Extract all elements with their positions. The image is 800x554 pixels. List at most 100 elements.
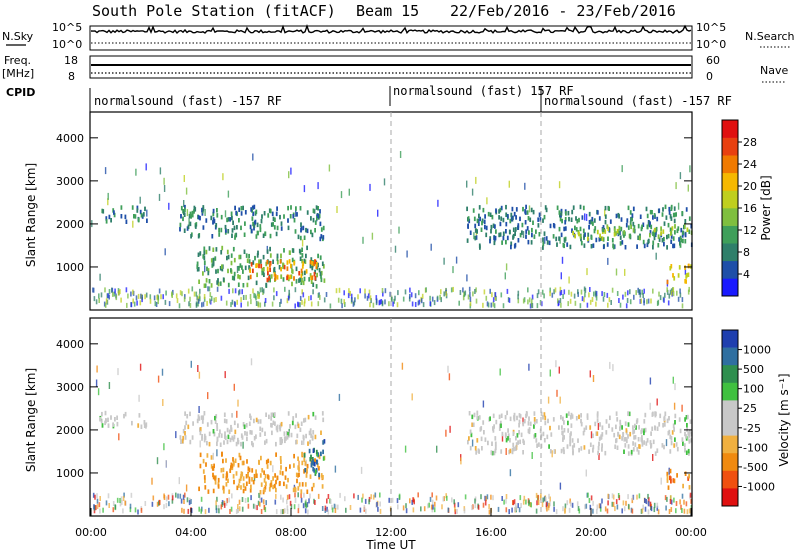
- noise-mark: [160, 294, 162, 300]
- noise-mark: [250, 299, 252, 305]
- echo-region-1: [234, 429, 237, 435]
- echo-region-1: [189, 439, 192, 445]
- noise-mark: [396, 498, 399, 504]
- echo-region-4: [588, 225, 590, 230]
- echo-region-1: [304, 417, 307, 423]
- echo-region-4: [604, 450, 607, 456]
- echo-region-4: [598, 436, 601, 441]
- echo-region-4: [668, 210, 671, 215]
- echo-region-5: [575, 227, 578, 232]
- echo-region-1: [233, 434, 236, 440]
- echo-region-4: [570, 412, 573, 418]
- velocity-colorbar-swatch: [722, 418, 738, 436]
- echo-region-2: [221, 264, 223, 269]
- noise-mark: [157, 295, 160, 301]
- noise-mark: [299, 302, 301, 308]
- noise-mark: [642, 504, 644, 510]
- sparse-echo: [99, 273, 101, 281]
- noise-mark: [412, 507, 415, 513]
- echo-region-4: [589, 442, 592, 447]
- noise-mark: [162, 294, 164, 300]
- echo-region-4: [563, 420, 565, 425]
- echo-region-4: [592, 448, 594, 453]
- echo-region-4: [639, 214, 642, 219]
- echo-region-1: [242, 205, 244, 211]
- echo-region-4: [511, 206, 514, 212]
- velocity-colorbar-tick-label: -500: [743, 461, 768, 474]
- echo-region-2: [276, 256, 279, 262]
- sparse-echo: [586, 268, 588, 276]
- echo-region-1: [274, 421, 276, 426]
- echo-region-1: [319, 221, 322, 227]
- echo-region-4: [478, 213, 480, 219]
- echo-region-4: [481, 220, 483, 226]
- noise-mark: [334, 504, 337, 510]
- echo-region-4: [525, 411, 528, 416]
- noise-mark: [253, 292, 255, 298]
- echo-region-2: [275, 452, 277, 457]
- echo-region-2: [299, 256, 302, 261]
- noise-mark: [137, 293, 140, 299]
- noise-mark: [508, 297, 511, 303]
- noise-mark: [501, 496, 503, 501]
- noise-mark: [310, 301, 313, 307]
- nave-tick-bottom: 0: [706, 70, 713, 83]
- echo-region-1: [295, 413, 297, 418]
- sparse-echo: [436, 445, 438, 453]
- noise-mark: [631, 498, 634, 504]
- echo-region-2: [298, 472, 300, 477]
- noise-mark: [195, 291, 198, 297]
- echo-region-1: [287, 431, 289, 437]
- echo-region-4: [644, 412, 647, 418]
- echo-region-1: [255, 234, 258, 239]
- echo-region-5: [676, 473, 678, 478]
- echo-region-1: [275, 425, 278, 431]
- echo-region-4: [484, 437, 487, 442]
- echo-region-1: [215, 223, 218, 228]
- noise-mark: [324, 505, 327, 511]
- echo-region-4: [509, 218, 512, 224]
- echo-region-2: [320, 270, 323, 276]
- noise-mark: [541, 289, 544, 295]
- velocity-colorbar-swatch: [722, 382, 738, 401]
- noise-mark: [130, 492, 133, 498]
- noise-mark: [443, 291, 445, 297]
- echo-region-1: [193, 209, 195, 214]
- echo-region-4: [469, 230, 472, 235]
- noise-mark: [429, 301, 432, 307]
- echo-region-2: [292, 487, 295, 493]
- echo-region-1: [227, 434, 230, 440]
- noise-mark: [353, 300, 356, 306]
- echo-region-2: [237, 483, 240, 488]
- echo-region-2: [230, 260, 233, 266]
- echo-region-3: [249, 274, 252, 280]
- noise-mark: [191, 286, 194, 292]
- noise-mark: [554, 287, 557, 293]
- noise-mark: [527, 299, 529, 305]
- noise-mark: [500, 292, 503, 298]
- sparse-echo: [522, 417, 524, 425]
- echo-region-5: [604, 229, 607, 234]
- noise-mark: [670, 495, 672, 501]
- echo-region-1: [180, 439, 182, 444]
- noise-mark: [171, 495, 174, 501]
- noise-mark: [125, 287, 128, 293]
- noise-mark: [137, 509, 139, 515]
- noise-mark: [123, 492, 125, 498]
- echo-region-4: [519, 232, 522, 238]
- noise-mark: [445, 291, 447, 297]
- echo-region-4: [615, 438, 617, 444]
- noise-mark: [141, 294, 143, 300]
- echo-region-4: [670, 436, 673, 441]
- noise-mark: [422, 302, 425, 308]
- echo-region-5: [652, 231, 654, 236]
- echo-region-2: [303, 276, 306, 282]
- noise-mark: [484, 495, 486, 501]
- noise-mark: [156, 501, 159, 507]
- cpid-segment-3: normalsound (fast) -157 RF: [544, 94, 732, 108]
- noise-mark: [176, 298, 179, 304]
- echo-region-4: [615, 424, 617, 430]
- echo-region-4: [615, 213, 618, 219]
- echo-region-4: [569, 415, 572, 420]
- echo-region-5: [683, 224, 686, 229]
